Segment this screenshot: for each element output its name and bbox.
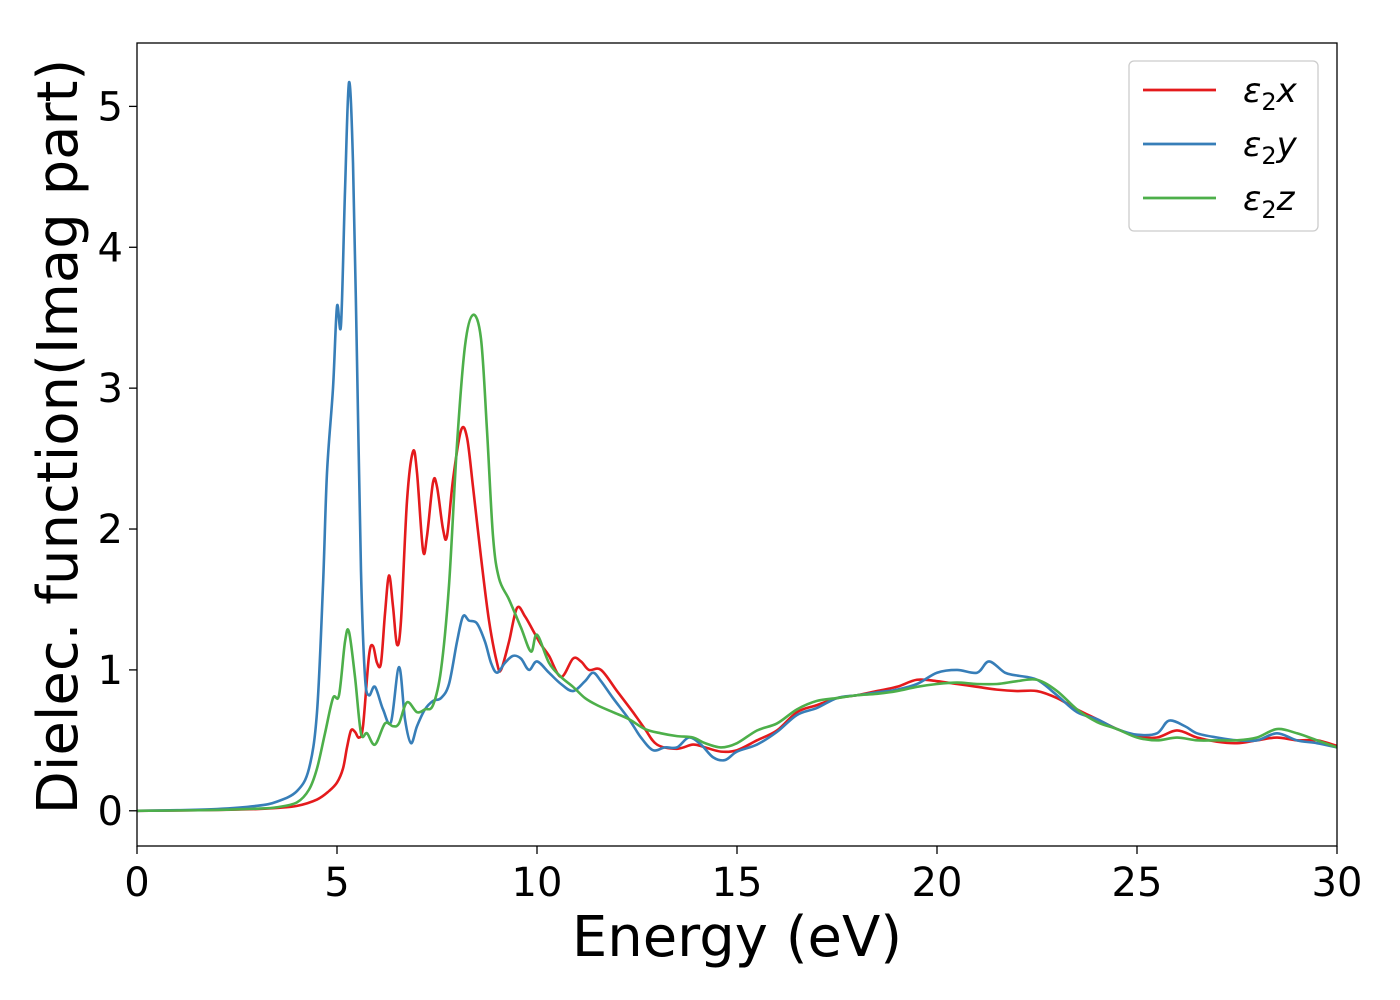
- plot-lines: [137, 81, 1337, 813]
- legend-symbol: ε: [1243, 179, 1261, 219]
- x-tick-label: 25: [1112, 860, 1163, 906]
- y-tick-label: 0: [98, 789, 123, 835]
- x-axis-label: Energy (eV): [572, 905, 902, 970]
- legend-entry-x: ε2x: [1243, 71, 1298, 116]
- legend-suffix: z: [1276, 179, 1296, 219]
- legend-entry-y: ε2y: [1243, 125, 1298, 170]
- legend-symbol: ε: [1243, 125, 1261, 165]
- x-tick-label: 20: [912, 860, 963, 906]
- series-line-z: [137, 313, 1337, 813]
- legend-subscript: 2: [1261, 88, 1276, 116]
- y-axis-label: Dielec. function(Imag part): [26, 59, 91, 815]
- x-tick-label: 0: [124, 860, 149, 906]
- x-tick-label: 30: [1312, 860, 1363, 906]
- y-tick-label: 1: [98, 648, 123, 694]
- legend-suffix: y: [1276, 125, 1298, 165]
- x-tick-label: 5: [324, 860, 349, 906]
- legend-symbol: ε: [1243, 71, 1261, 111]
- legend-subscript: 2: [1261, 142, 1276, 170]
- legend-entry-z: ε2z: [1243, 179, 1296, 224]
- x-tick-label: 15: [712, 860, 763, 906]
- y-tick-label: 5: [98, 84, 123, 130]
- legend-suffix: x: [1276, 71, 1298, 111]
- series-line-x: [137, 425, 1337, 813]
- y-tick-label: 2: [98, 507, 123, 553]
- y-axis-ticks: 0 1 2 3 4 5: [98, 84, 137, 835]
- y-tick-label: 4: [98, 225, 123, 271]
- x-tick-label: 10: [512, 860, 563, 906]
- legend-subscript: 2: [1261, 196, 1276, 224]
- y-tick-label: 3: [98, 366, 123, 412]
- legend-box: [1128, 60, 1319, 232]
- x-axis-ticks: 0 5 10 15 20 25 30: [124, 846, 1362, 906]
